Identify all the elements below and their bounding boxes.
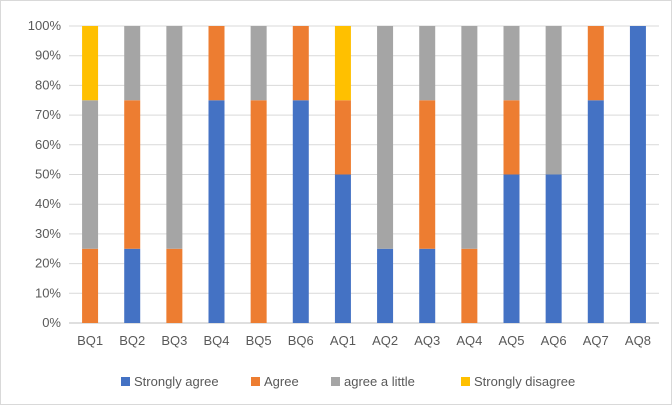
y-tick-label: 0%: [42, 315, 61, 330]
gridlines: [69, 25, 659, 324]
bar-segment: [419, 26, 436, 101]
bar-segment: [545, 26, 562, 175]
legend-item: Strongly agree: [121, 374, 219, 389]
y-tick-label: 80%: [35, 77, 61, 92]
bar-segment: [503, 26, 520, 101]
x-axis-tick-labels: BQ1 BQ2 BQ3 BQ4 BQ5 BQ6 AQ1 AQ2 AQ3 AQ4 AQ5 AQ6 AQ7 A…: [77, 333, 651, 348]
bar-segment: [208, 26, 225, 101]
legend: Strongly agree Agree agree a little Strongl…: [121, 374, 575, 389]
x-tick-label: AQ8: [625, 333, 651, 348]
bar-segment: [334, 26, 351, 101]
bar-segment: [377, 26, 394, 249]
bar-segment: [461, 26, 478, 249]
bar-segment: [250, 100, 267, 323]
bar-segment: [419, 248, 436, 323]
x-tick-label: BQ3: [161, 333, 187, 348]
legend-swatch: [121, 377, 130, 386]
bar-segment: [545, 174, 562, 323]
y-tick-label: 50%: [35, 167, 61, 182]
x-tick-label: AQ1: [330, 333, 356, 348]
x-tick-label: BQ5: [246, 333, 272, 348]
x-tick-label: BQ2: [119, 333, 145, 348]
bar-segment: [377, 248, 394, 323]
bar-segment: [587, 100, 604, 323]
bar-segment: [629, 26, 646, 323]
bar-segment: [334, 174, 351, 323]
legend-swatch: [461, 377, 470, 386]
bar-segment: [82, 26, 99, 101]
x-tick-label: AQ4: [456, 333, 482, 348]
legend-item: Strongly disagree: [461, 374, 575, 389]
bar-segment: [461, 248, 478, 323]
x-tick-label: AQ2: [372, 333, 398, 348]
legend-swatch: [251, 377, 260, 386]
bar-segment: [587, 26, 604, 101]
bar-segment: [124, 26, 141, 101]
x-tick-label: AQ3: [414, 333, 440, 348]
y-tick-label: 20%: [35, 256, 61, 271]
y-tick-label: 90%: [35, 48, 61, 63]
bar-segment: [292, 100, 309, 323]
y-axis-tick-labels: 0% 10% 20% 30% 40% 50% 60% 70% 80% 90% 100%: [28, 18, 62, 330]
bar-segment: [166, 26, 183, 249]
bar-segment: [166, 248, 183, 323]
legend-item: Agree: [251, 374, 299, 389]
bar-segment: [334, 100, 351, 175]
bar-segment: [124, 248, 141, 323]
legend-label: Strongly agree: [134, 374, 219, 389]
y-tick-label: 30%: [35, 226, 61, 241]
bar-segment: [250, 26, 267, 101]
bar-segment: [82, 248, 99, 323]
y-tick-label: 40%: [35, 196, 61, 211]
x-tick-label: AQ7: [583, 333, 609, 348]
legend-item: agree a little: [331, 374, 415, 389]
x-tick-label: AQ6: [541, 333, 567, 348]
y-tick-label: 70%: [35, 107, 61, 122]
y-tick-label: 100%: [28, 18, 62, 33]
x-tick-label: BQ4: [203, 333, 229, 348]
legend-label: Agree: [264, 374, 299, 389]
x-tick-label: BQ6: [288, 333, 314, 348]
legend-label: agree a little: [344, 374, 415, 389]
bar-segment: [292, 26, 309, 101]
x-tick-label: BQ1: [77, 333, 103, 348]
y-tick-label: 10%: [35, 285, 61, 300]
bar-segment: [82, 100, 99, 249]
bar-segment: [124, 100, 141, 249]
bar-segment: [503, 100, 520, 175]
x-tick-label: AQ5: [498, 333, 524, 348]
legend-label: Strongly disagree: [474, 374, 575, 389]
y-tick-label: 60%: [35, 137, 61, 152]
bar-segment: [503, 174, 520, 323]
bars: [82, 26, 646, 323]
bar-segment: [208, 100, 225, 323]
legend-swatch: [331, 377, 340, 386]
bar-segment: [419, 100, 436, 249]
